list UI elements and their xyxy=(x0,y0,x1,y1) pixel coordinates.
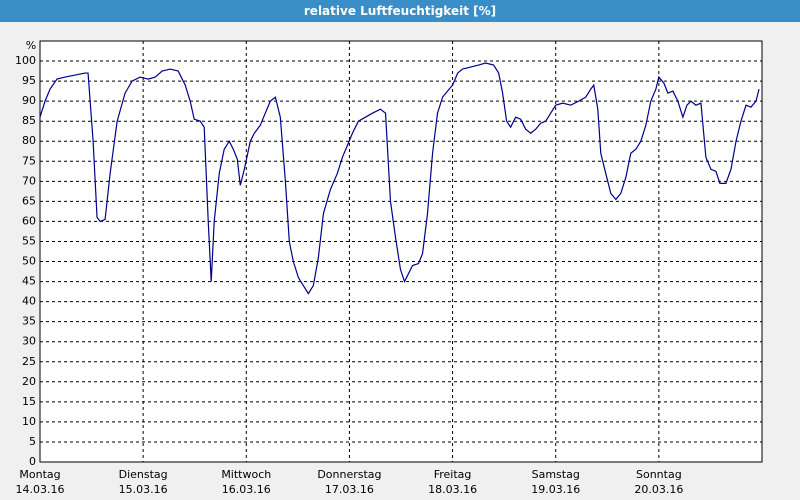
y-tick-label: 0 xyxy=(29,455,36,468)
y-tick-label: 75 xyxy=(22,154,36,167)
x-tick-label: Dienstag xyxy=(119,468,168,481)
y-tick-label: 15 xyxy=(22,395,36,408)
y-tick-label: 70 xyxy=(22,174,36,187)
y-tick-label: 95 xyxy=(22,74,36,87)
x-tick-label: Samstag xyxy=(532,468,580,481)
x-tick-date: 19.03.16 xyxy=(531,483,580,496)
y-tick-label: 10 xyxy=(22,415,36,428)
plot-area xyxy=(40,41,762,462)
x-tick-date: 14.03.16 xyxy=(16,483,65,496)
x-tick-label: Donnerstag xyxy=(317,468,381,481)
y-tick-label: 100 xyxy=(15,54,36,67)
y-tick-label: 35 xyxy=(22,315,36,328)
y-tick-label: 50 xyxy=(22,255,36,268)
title-bar: relative Luftfeuchtigkeit [%] xyxy=(0,0,800,22)
y-tick-label: 25 xyxy=(22,355,36,368)
x-tick-date: 15.03.16 xyxy=(119,483,168,496)
y-tick-label: 80 xyxy=(22,134,36,147)
y-axis-label: % xyxy=(26,39,36,52)
y-tick-label: 30 xyxy=(22,335,36,348)
x-tick-date: 20.03.16 xyxy=(634,483,683,496)
y-tick-label: 40 xyxy=(22,295,36,308)
y-tick-label: 60 xyxy=(22,214,36,227)
y-tick-label: 90 xyxy=(22,94,36,107)
x-tick-label: Montag xyxy=(19,468,60,481)
y-tick-label: 20 xyxy=(22,375,36,388)
y-tick-label: 45 xyxy=(22,275,36,288)
x-tick-label: Sonntag xyxy=(636,468,682,481)
x-tick-date: 18.03.16 xyxy=(428,483,477,496)
y-tick-label: 55 xyxy=(22,234,36,247)
y-tick-label: 5 xyxy=(29,435,36,448)
x-tick-date: 17.03.16 xyxy=(325,483,374,496)
y-tick-label: 85 xyxy=(22,114,36,127)
plot-frame xyxy=(39,40,763,463)
y-tick-label: 65 xyxy=(22,194,36,207)
humidity-line xyxy=(39,62,760,295)
x-tick-date: 16.03.16 xyxy=(222,483,271,496)
x-tick-label: Freitag xyxy=(434,468,472,481)
x-tick-label: Mittwoch xyxy=(221,468,271,481)
